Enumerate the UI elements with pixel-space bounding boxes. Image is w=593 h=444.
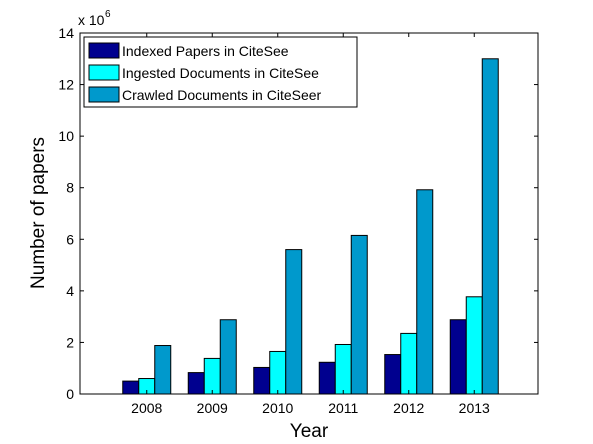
- x-tick-label: 2010: [262, 400, 293, 416]
- x-axis: 2008 2009 2010 2011 2012 2013: [131, 33, 490, 416]
- legend-swatch-3: [88, 86, 120, 103]
- y-axis-title: Number of papers: [28, 137, 49, 289]
- x-tick-label: 2011: [328, 400, 358, 416]
- legend-box: [83, 36, 358, 108]
- legend-swatch-2: [88, 64, 120, 81]
- y-tick-label: 14: [58, 25, 74, 41]
- y-axis: 0 2 4 6 8 10 12 14: [58, 25, 538, 402]
- y-tick-label: 12: [58, 77, 74, 93]
- bar-2-2011: [334, 343, 352, 395]
- bar-1-2013: [449, 319, 467, 395]
- bar-3-2013: [481, 58, 499, 395]
- legend-items: Indexed Papers in CiteSee Ingested Docume…: [88, 42, 322, 103]
- legend-label-1: Indexed Papers in CiteSee: [122, 43, 289, 59]
- x-axis-title: Year: [290, 421, 329, 442]
- bar-3-2008: [154, 345, 172, 395]
- bar-1-2010: [253, 366, 271, 395]
- legend-swatch-1: [88, 42, 120, 59]
- bar-2-2010: [269, 350, 287, 395]
- x-tick-label: 2009: [197, 400, 228, 416]
- bar-3-2011: [350, 234, 368, 395]
- y-tick-label: 4: [66, 283, 74, 299]
- y-exponent-power: 6: [105, 9, 111, 20]
- y-tick-label: 2: [66, 334, 74, 350]
- legend-label-2: Ingested Documents in CiteSee: [122, 65, 319, 81]
- y-tick-label: 0: [66, 386, 74, 402]
- bar-3-2010: [285, 249, 303, 395]
- y-tick-label: 10: [58, 128, 74, 144]
- bar-3-2012: [416, 189, 434, 395]
- y-tick-label: 8: [66, 180, 74, 196]
- plot-frame: [79, 32, 539, 395]
- bar-2-2013: [465, 296, 483, 395]
- bar-1-2011: [318, 361, 336, 395]
- y-tick-label: 6: [66, 231, 74, 247]
- bar-1-2008: [122, 380, 140, 395]
- x-tick-label: 2013: [459, 400, 490, 416]
- x-tick-label: 2008: [131, 400, 162, 416]
- bar-2-2012: [400, 332, 418, 395]
- x-tick-label: 2012: [393, 400, 424, 416]
- legend: Indexed Papers in CiteSee Ingested Docume…: [83, 36, 358, 108]
- bar-2-2009: [203, 357, 221, 395]
- y-exponent-label: x 10: [78, 12, 105, 28]
- bar-1-2012: [384, 354, 402, 395]
- bar-3-2009: [219, 319, 237, 395]
- legend-label-3: Crawled Documents in CiteSeer: [122, 87, 322, 103]
- bar-1-2009: [187, 372, 205, 395]
